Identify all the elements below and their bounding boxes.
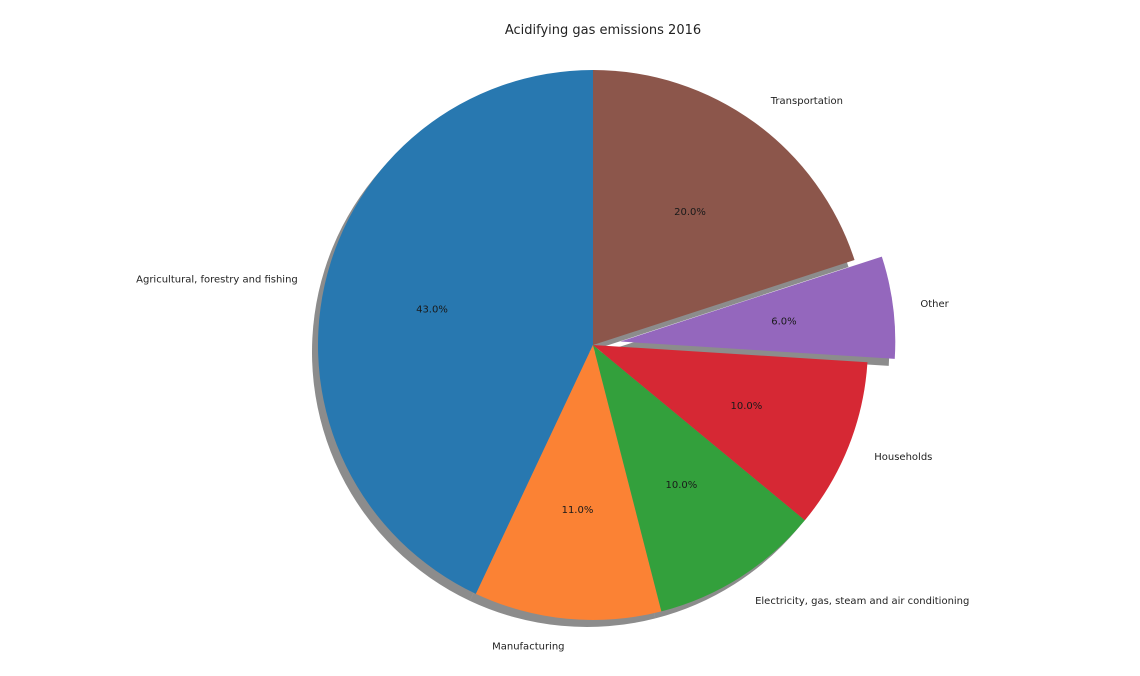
pie-percent-label-other: 6.0% xyxy=(771,316,796,327)
pie-slice-label-transportation: Transportation xyxy=(770,96,843,107)
pie-percent-label-manufacturing: 11.0% xyxy=(562,505,594,516)
pie-slice-households xyxy=(593,345,868,521)
pie-slice-labels: Agricultural, forestry and fishing Manufa… xyxy=(136,96,969,653)
pie-slice-label-households: Households xyxy=(874,452,932,463)
pie-slices xyxy=(318,70,896,620)
pie-slice-label-agricultural-forestry-and-fishing: Agricultural, forestry and fishing xyxy=(136,275,298,286)
pie-slice-other xyxy=(620,256,896,359)
pie-slice-manufacturing xyxy=(475,345,662,620)
pie-slice-agricultural-forestry-and-fishing xyxy=(318,70,593,594)
pie-percent-labels: 43.0% 11.0% 10.0% 10.0% 6.0% 20.0% xyxy=(416,207,797,516)
pie-percent-label-households: 10.0% xyxy=(731,401,763,412)
chart-title: Acidifying gas emissions 2016 xyxy=(505,23,701,38)
pie-slice-label-manufacturing: Manufacturing xyxy=(492,642,564,653)
pie-percent-label-agricultural-forestry-and-fishing: 43.0% xyxy=(416,305,448,316)
pie-slice-transportation xyxy=(593,70,855,345)
pie-percent-label-transportation: 20.0% xyxy=(674,207,706,218)
pie-percent-label-electricity-gas-steam-and-air-conditioning: 10.0% xyxy=(666,480,698,491)
pie-slice-label-other: Other xyxy=(920,299,949,310)
pie-slice-label-electricity-gas-steam-and-air-conditioning: Electricity, gas, steam and air conditio… xyxy=(755,596,969,607)
pie-slice-electricity-gas-steam-and-air-conditioning xyxy=(593,345,805,612)
